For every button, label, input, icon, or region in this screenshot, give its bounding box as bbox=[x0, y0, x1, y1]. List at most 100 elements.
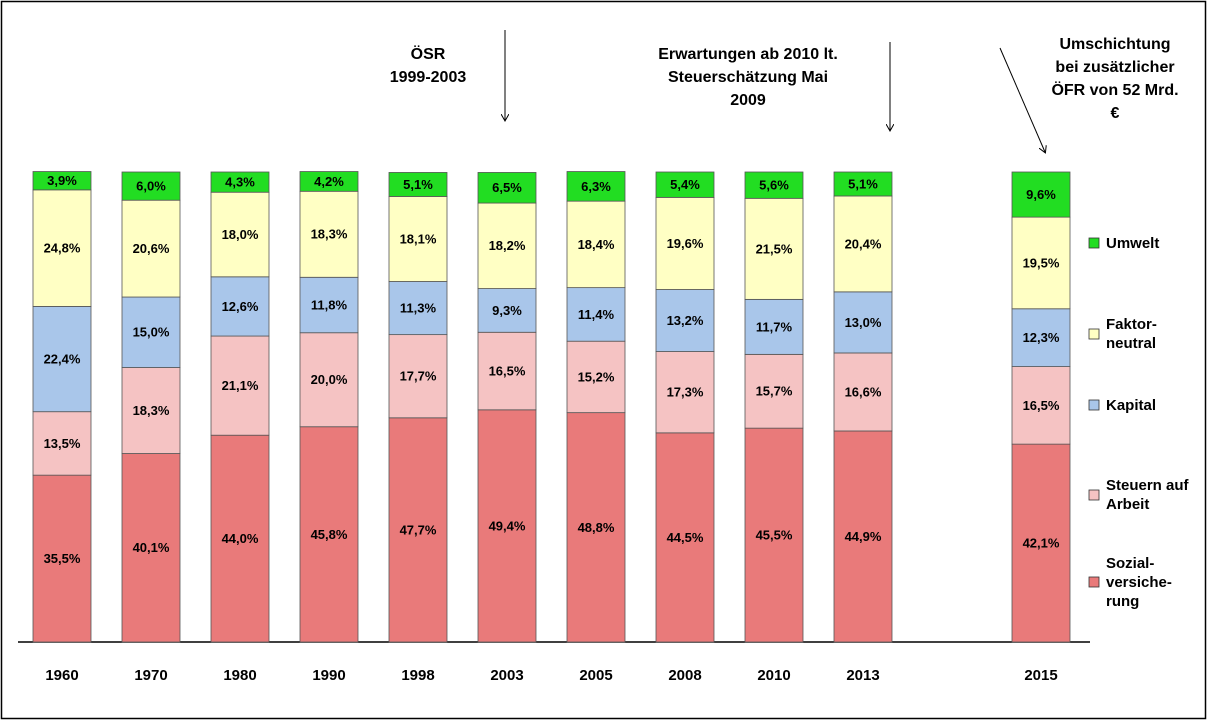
data-label: 5,6% bbox=[759, 178, 789, 193]
data-label: 13,2% bbox=[667, 313, 704, 328]
bar-segment bbox=[299, 276, 359, 334]
bar-segment bbox=[1011, 366, 1071, 445]
bar-segment bbox=[566, 171, 626, 202]
data-label: 15,7% bbox=[756, 384, 793, 399]
x-tick-label: 2003 bbox=[490, 667, 523, 684]
x-tick-label: 1980 bbox=[223, 667, 256, 684]
x-tick-label: 1960 bbox=[45, 667, 78, 684]
data-label: 16,6% bbox=[845, 384, 882, 399]
legend-label: Kapital bbox=[1106, 396, 1157, 414]
bar-segment bbox=[833, 430, 893, 643]
data-label: 13,0% bbox=[845, 315, 882, 330]
data-label: 11,4% bbox=[578, 307, 615, 322]
data-label: 5,1% bbox=[848, 176, 878, 191]
arrow bbox=[999, 47, 1045, 152]
data-label: 17,3% bbox=[667, 385, 704, 400]
annotation: Umschichtung bei zusätzlicher ÖFR von 52 M… bbox=[965, 33, 1207, 125]
data-label: 48,8% bbox=[578, 520, 615, 535]
annotation-line: Umschichtung bbox=[1059, 36, 1171, 53]
annotation-line: 2009 bbox=[730, 92, 766, 109]
data-label: 49,4% bbox=[489, 518, 526, 533]
bar-segment bbox=[210, 276, 270, 337]
data-label: 11,8% bbox=[311, 297, 348, 312]
data-label: 9,6% bbox=[1026, 187, 1056, 202]
bar-segment bbox=[210, 335, 270, 436]
data-label: 24,8% bbox=[44, 241, 81, 256]
legend-label: Steuern auf Arbeit bbox=[1106, 477, 1189, 513]
bar-segment bbox=[388, 417, 448, 643]
bar-segment bbox=[833, 291, 893, 354]
annotation-line: Steuerschätzung Mai bbox=[667, 69, 829, 86]
legend-label: Faktor-neutral bbox=[1106, 316, 1157, 352]
bar-segment bbox=[655, 289, 715, 352]
bar-segment bbox=[477, 288, 537, 333]
bar-segment bbox=[388, 172, 448, 197]
bar-segment bbox=[210, 434, 270, 643]
bar-segment bbox=[833, 195, 893, 293]
data-label: 21,1% bbox=[222, 378, 259, 393]
bar-segment bbox=[566, 287, 626, 342]
x-tick-label: 2008 bbox=[668, 667, 701, 684]
data-label: 6,3% bbox=[581, 179, 611, 194]
bar-segment bbox=[121, 453, 181, 643]
bar-segment bbox=[744, 197, 804, 300]
bar-segment bbox=[744, 171, 804, 199]
bar-segment bbox=[32, 411, 92, 476]
data-label: 9,3% bbox=[492, 303, 522, 318]
bar-segment bbox=[566, 340, 626, 414]
bar-segment bbox=[121, 199, 181, 298]
bar-segment bbox=[655, 196, 715, 290]
bar-segment bbox=[1011, 216, 1071, 310]
annotation-line: ÖSR bbox=[410, 46, 446, 63]
bar-segment bbox=[566, 412, 626, 643]
data-label: 44,9% bbox=[845, 529, 882, 544]
x-tick-label: 2010 bbox=[757, 667, 790, 684]
data-label: 44,0% bbox=[222, 531, 259, 546]
bar-segment bbox=[744, 298, 804, 355]
data-label: 40,1% bbox=[133, 540, 170, 555]
x-tick-label: 1970 bbox=[134, 667, 167, 684]
bar-segment bbox=[210, 171, 270, 193]
data-label: 22,4% bbox=[44, 351, 81, 366]
data-label: 12,3% bbox=[1023, 330, 1060, 345]
data-label: 12,6% bbox=[222, 299, 259, 314]
data-label: 19,5% bbox=[1023, 255, 1060, 270]
legend-swatch bbox=[1088, 576, 1100, 588]
bar-segment bbox=[744, 353, 804, 429]
data-label: 21,5% bbox=[756, 241, 793, 256]
x-tick-label: 2013 bbox=[846, 667, 879, 684]
data-label: 18,0% bbox=[222, 227, 259, 242]
bar-segment bbox=[655, 351, 715, 434]
data-label: 18,3% bbox=[311, 227, 348, 242]
data-label: 13,5% bbox=[44, 436, 81, 451]
bar-segment bbox=[833, 171, 893, 197]
data-label: 18,3% bbox=[133, 403, 170, 418]
legend-swatch bbox=[1088, 399, 1100, 411]
data-label: 16,5% bbox=[489, 363, 526, 378]
data-label: 44,5% bbox=[667, 530, 704, 545]
data-label: 6,0% bbox=[136, 179, 166, 194]
data-label: 18,4% bbox=[578, 237, 615, 252]
annotation-line: bei zusätzlicher bbox=[1055, 59, 1175, 76]
legend-label: Umwelt bbox=[1106, 234, 1160, 252]
legend-swatch bbox=[1088, 489, 1100, 501]
data-label: 15,0% bbox=[133, 325, 170, 340]
data-label: 15,2% bbox=[578, 369, 615, 384]
data-label: 16,5% bbox=[1023, 398, 1060, 413]
data-label: 3,9% bbox=[47, 173, 77, 188]
bar-segment bbox=[388, 334, 448, 419]
bar-segment bbox=[299, 171, 359, 192]
data-label: 20,6% bbox=[133, 241, 170, 256]
bar-segment bbox=[121, 296, 181, 368]
bar-segment bbox=[32, 474, 92, 643]
data-label: 11,3% bbox=[400, 301, 437, 316]
bar-segment bbox=[477, 172, 537, 204]
data-label: 47,7% bbox=[400, 522, 437, 537]
annotation-line: ÖFR von 52 Mrd. bbox=[1051, 82, 1179, 99]
annotation: Erwartungen ab 2010 lt. Steuerschätzung M… bbox=[598, 43, 898, 112]
annotation-line: Erwartungen ab 2010 lt. bbox=[658, 46, 838, 63]
annotation: ÖSR 1999-2003 bbox=[278, 43, 578, 89]
bar-segment bbox=[477, 409, 537, 643]
legend-swatch bbox=[1088, 328, 1100, 340]
